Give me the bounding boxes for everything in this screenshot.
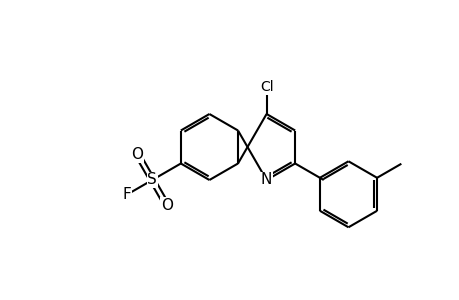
Text: Cl: Cl [259,80,273,94]
Text: F: F [122,187,131,202]
Text: O: O [161,198,173,213]
Text: N: N [260,172,272,188]
Text: S: S [147,172,157,188]
Text: O: O [131,147,143,162]
